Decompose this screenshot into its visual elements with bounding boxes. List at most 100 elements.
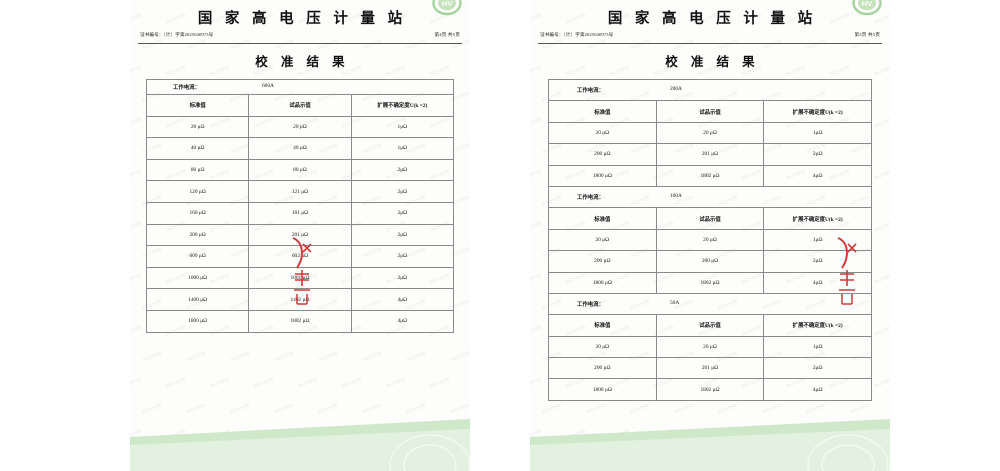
table-row: 600 μΩ 602 μΩ 2μΩ bbox=[145, 245, 455, 268]
measured-value-cell: 1001 μΩ bbox=[248, 266, 352, 290]
standard-value-cell: 200 μΩ bbox=[548, 250, 657, 273]
page-number: 第4页 共5页 bbox=[434, 32, 460, 37]
certificate-number: 证书编号：（计）字第2025040973号 bbox=[140, 32, 214, 37]
measured-value-cell: 1802 μΩ bbox=[248, 309, 352, 333]
page-title: 国 家 高 电 压 计 量 站 bbox=[607, 11, 817, 27]
column-header-2: 试品示值 bbox=[655, 207, 765, 230]
uncertainty-cell: 2μΩ bbox=[350, 201, 455, 225]
standard-value-cell: 120 μΩ bbox=[145, 180, 250, 203]
uncertainty-cell: 1μΩ bbox=[350, 115, 455, 139]
standard-value-cell: 1400 μΩ bbox=[145, 288, 250, 311]
working-current-label: 工作电流： bbox=[577, 88, 604, 95]
table-row: 20 μΩ 20 μΩ 1μΩ bbox=[548, 335, 872, 359]
uncertainty-cell: 4μΩ bbox=[763, 164, 872, 187]
table-row: 1800 μΩ 1802 μΩ 4μΩ bbox=[548, 271, 872, 294]
table-row: 20 μΩ 20 μΩ 1μΩ bbox=[145, 115, 455, 139]
table-header-row: 标准值 试品示值 扩展不确定度U(k =2) bbox=[548, 100, 872, 123]
measured-value-cell: 201 μΩ bbox=[655, 143, 765, 166]
uncertainty-cell: 2μΩ bbox=[763, 357, 872, 380]
uncertainty-cell: 2μΩ bbox=[350, 158, 455, 182]
working-current-value: 100A bbox=[669, 193, 682, 200]
uncertainty-cell: 1μΩ bbox=[763, 335, 872, 359]
working-current-value: 50A bbox=[669, 300, 680, 307]
standard-value-cell: 200 μΩ bbox=[548, 143, 657, 166]
standard-value-cell: 1000 μΩ bbox=[145, 266, 250, 290]
certificate-page-5: NCHVM NCHVM NCHVM NCHVM NCHVM NCHVM NCHVM NCHVM… bbox=[530, 0, 890, 471]
table-row: 200 μΩ 201 μΩ 2μΩ bbox=[548, 143, 872, 166]
standard-value-cell: 20 μΩ bbox=[145, 115, 250, 139]
measured-value-cell: 200 μΩ bbox=[655, 250, 765, 273]
working-current-label: 工作电流： bbox=[577, 302, 604, 309]
measured-value-cell: 201 μΩ bbox=[655, 357, 765, 380]
hv-logo-icon: HV bbox=[432, 0, 462, 16]
working-current-row: 工作电流： 600A bbox=[146, 79, 454, 95]
table-row: 200 μΩ 201 μΩ 2μΩ bbox=[548, 357, 872, 380]
measured-value-cell: 121 μΩ bbox=[248, 180, 352, 203]
svg-text:HV: HV bbox=[442, 0, 452, 8]
working-current-label: 工作电流： bbox=[577, 195, 604, 202]
standard-value-cell: 40 μΩ bbox=[145, 137, 250, 160]
measured-value-cell: 1802 μΩ bbox=[655, 164, 765, 187]
table-row: 1800 μΩ 1802 μΩ 4μΩ bbox=[548, 378, 872, 401]
standard-value-cell: 1800 μΩ bbox=[548, 271, 657, 294]
working-current-row: 工作电流： 200A bbox=[548, 78, 872, 102]
hv-logo-icon: HV bbox=[852, 0, 882, 16]
right-margin bbox=[890, 0, 1000, 471]
table-row: 200 μΩ 201 μΩ 2μΩ bbox=[145, 223, 455, 247]
column-header-1: 标准值 bbox=[548, 207, 657, 230]
working-current-value: 600A bbox=[261, 83, 274, 89]
header-rule-row: 证书编号：（计）字第2025040973号 第5页 共5页 bbox=[538, 32, 882, 44]
section-title: 校 准 结 果 bbox=[255, 55, 350, 69]
svg-text:HV: HV bbox=[862, 0, 872, 8]
working-current-label: 工作电流： bbox=[173, 85, 200, 91]
page-gutter bbox=[470, 0, 530, 471]
column-header-3: 扩展不确定度U(k =2) bbox=[350, 94, 455, 117]
calibration-table: 工作电流： 600A 标准值 试品示值 扩展不确定度U(k =2) 20 μΩ 20 μΩ 1… bbox=[145, 79, 455, 333]
column-header-1: 标准值 bbox=[548, 100, 657, 123]
uncertainty-cell: 2μΩ bbox=[763, 250, 872, 273]
table-body-left: 工作电流： 600A 标准值 试品示值 扩展不确定度U(k =2) 20 μΩ 20 μΩ 1… bbox=[145, 79, 455, 333]
standard-value-cell: 20 μΩ bbox=[548, 121, 657, 145]
table-header-row: 标准值 试品示值 扩展不确定度U(k =2) bbox=[548, 207, 872, 230]
measured-value-cell: 201 μΩ bbox=[248, 223, 352, 247]
measured-value-cell: 40 μΩ bbox=[248, 137, 352, 160]
standard-value-cell: 600 μΩ bbox=[145, 245, 250, 268]
working-current-value: 200A bbox=[669, 86, 682, 93]
working-current-cell: 工作电流： 100A bbox=[548, 185, 872, 209]
uncertainty-cell: 4μΩ bbox=[763, 271, 872, 294]
uncertainty-cell: 2μΩ bbox=[350, 223, 455, 247]
standard-value-cell: 1800 μΩ bbox=[548, 378, 657, 401]
working-current-cell: 工作电流： 200A bbox=[548, 78, 872, 102]
measured-value-cell: 20 μΩ bbox=[248, 115, 352, 139]
column-header-2: 试品示值 bbox=[655, 314, 765, 337]
table-row: 160 μΩ 161 μΩ 2μΩ bbox=[145, 201, 455, 225]
column-header-2: 试品示值 bbox=[248, 94, 352, 117]
standard-value-cell: 20 μΩ bbox=[548, 228, 657, 252]
measured-value-cell: 20 μΩ bbox=[655, 121, 765, 145]
table-row: 40 μΩ 40 μΩ 1μΩ bbox=[145, 137, 455, 160]
table-header-row: 标准值 试品示值 扩展不确定度U(k =2) bbox=[548, 314, 872, 337]
standard-value-cell: 160 μΩ bbox=[145, 201, 250, 225]
uncertainty-cell: 1μΩ bbox=[763, 228, 872, 252]
standard-value-cell: 200 μΩ bbox=[548, 357, 657, 380]
table-body-right: 工作电流： 200A 标准值 试品示值 扩展不确定度U(k =2) 20 μΩ 20 μΩ 1… bbox=[548, 78, 872, 401]
table-row: 20 μΩ 20 μΩ 1μΩ bbox=[548, 228, 872, 252]
table-header-row: 标准值 试品示值 扩展不确定度U(k =2) bbox=[145, 94, 455, 117]
standard-value-cell: 20 μΩ bbox=[548, 335, 657, 359]
certificate-page-4: NCHVM NCHVM NCHVM NCHVM NCHVM NCHVM NCHVM NCHVM… bbox=[130, 0, 470, 471]
column-header-3: 扩展不确定度U(k =2) bbox=[763, 100, 872, 123]
measured-value-cell: 80 μΩ bbox=[248, 158, 352, 182]
uncertainty-cell: 4μΩ bbox=[350, 309, 455, 333]
table-row: 200 μΩ 200 μΩ 2μΩ bbox=[548, 250, 872, 273]
table-row: 20 μΩ 20 μΩ 1μΩ bbox=[548, 121, 872, 145]
measured-value-cell: 20 μΩ bbox=[655, 335, 765, 359]
results-table-container-right: 工作电流： 200A 标准值 试品示值 扩展不确定度U(k =2) 20 μΩ 20 μΩ 1… bbox=[548, 78, 872, 401]
column-header-3: 扩展不确定度U(k =2) bbox=[763, 314, 872, 337]
column-header-1: 标准值 bbox=[145, 94, 250, 117]
standard-value-cell: 1800 μΩ bbox=[548, 164, 657, 187]
uncertainty-cell: 1μΩ bbox=[763, 121, 872, 145]
measured-value-cell: 161 μΩ bbox=[248, 201, 352, 225]
page-title: 国 家 高 电 压 计 量 站 bbox=[197, 11, 407, 27]
standard-value-cell: 80 μΩ bbox=[145, 158, 250, 182]
measured-value-cell: 1802 μΩ bbox=[655, 378, 765, 401]
